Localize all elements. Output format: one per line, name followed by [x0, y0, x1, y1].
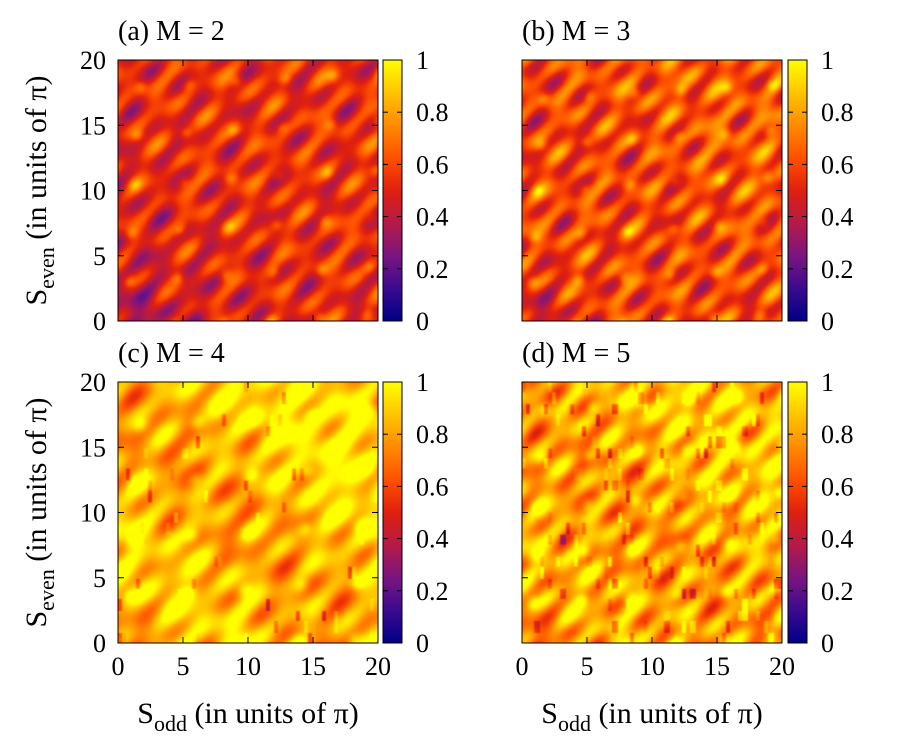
y-axis-label: Seven (in units of π) — [20, 397, 59, 627]
colorbar: 0 0.2 0.4 0.6 0.8 1 — [382, 368, 449, 658]
panel-b: (b) M = 3 0 0.2 0.4 0.6 0.8 1 — [521, 16, 854, 336]
colorbar: 0 0.2 0.4 0.6 0.8 1 — [787, 368, 854, 658]
colorbar-tick-label: 0.8 — [416, 420, 449, 449]
colorbar-tick-label: 0.8 — [821, 98, 854, 127]
x-tick-label: 10 — [639, 652, 665, 681]
y-tick-label: 15 — [80, 433, 106, 462]
colorbar-tick-label: 0.6 — [821, 472, 854, 501]
colorbar-gradient — [382, 381, 403, 644]
colorbar: 0 0.2 0.4 0.6 0.8 1 — [382, 46, 449, 336]
y-tick-label: 5 — [93, 564, 106, 593]
panel-title: (b) M = 3 — [522, 16, 630, 47]
panel-title: (d) M = 5 — [522, 338, 630, 369]
colorbar-tick-label: 0.2 — [821, 577, 854, 606]
y-tick-label: 20 — [80, 46, 106, 75]
panel-d: 0 5 10 15 20 (d) M = 5 Sodd (in units of π) 0 0.… — [516, 338, 854, 736]
colorbar-tick-label: 1 — [821, 46, 834, 75]
x-tick-label: 5 — [177, 652, 190, 681]
x-axis-label: Sodd (in units of π) — [541, 697, 762, 736]
colorbar-tick-label: 0.2 — [416, 255, 449, 284]
colorbar-tick-label: 0 — [821, 629, 834, 658]
colorbar-tick-label: 0.4 — [416, 203, 449, 232]
y-tick-label: 10 — [80, 177, 106, 206]
y-tick-label: 0 — [93, 307, 106, 336]
colorbar: 0 0.2 0.4 0.6 0.8 1 — [787, 46, 854, 336]
heatmap-image — [118, 382, 378, 643]
colorbar-tick-label: 0 — [416, 307, 429, 336]
colorbar-tick-label: 0.4 — [821, 525, 854, 554]
panel-title: (c) M = 4 — [118, 338, 225, 369]
x-tick-label: 0 — [112, 652, 125, 681]
colorbar-tick-label: 0.6 — [416, 472, 449, 501]
colorbar-tick-label: 0.6 — [416, 150, 449, 179]
colorbar-tick-label: 0 — [416, 629, 429, 658]
colorbar-gradient — [382, 59, 403, 322]
x-tick-label: 20 — [365, 652, 391, 681]
colorbar-tick-label: 0.4 — [821, 203, 854, 232]
colorbar-tick-label: 1 — [416, 46, 429, 75]
colorbar-tick-label: 0.6 — [821, 150, 854, 179]
colorbar-tick-label: 0.4 — [416, 525, 449, 554]
y-tick-label: 15 — [80, 111, 106, 140]
y-axis-label: Seven (in units of π) — [20, 75, 59, 305]
colorbar-tick-label: 0.2 — [416, 577, 449, 606]
panel-title: (a) M = 2 — [118, 16, 225, 47]
colorbar-tick-label: 1 — [416, 368, 429, 397]
colorbar-gradient — [787, 381, 808, 644]
y-tick-label: 10 — [80, 499, 106, 528]
x-tick-label: 20 — [769, 652, 795, 681]
colorbar-gradient — [787, 59, 808, 322]
colorbar-tick-label: 1 — [821, 368, 834, 397]
y-tick-label: 0 — [93, 629, 106, 658]
x-tick-label: 0 — [516, 652, 529, 681]
x-tick-label: 15 — [300, 652, 326, 681]
heatmap-image — [522, 382, 782, 643]
x-tick-label: 5 — [581, 652, 594, 681]
heatmap-image — [118, 60, 378, 321]
colorbar-tick-label: 0.2 — [821, 255, 854, 284]
colorbar-tick-label: 0.8 — [821, 420, 854, 449]
heatmap-image — [522, 60, 782, 321]
x-tick-label: 15 — [704, 652, 730, 681]
y-tick-label: 20 — [80, 368, 106, 397]
colorbar-tick-label: 0 — [821, 307, 834, 336]
colorbar-tick-label: 0.8 — [416, 98, 449, 127]
y-tick-label: 5 — [93, 242, 106, 271]
x-axis-label: Sodd (in units of π) — [137, 697, 358, 736]
x-tick-label: 10 — [235, 652, 261, 681]
